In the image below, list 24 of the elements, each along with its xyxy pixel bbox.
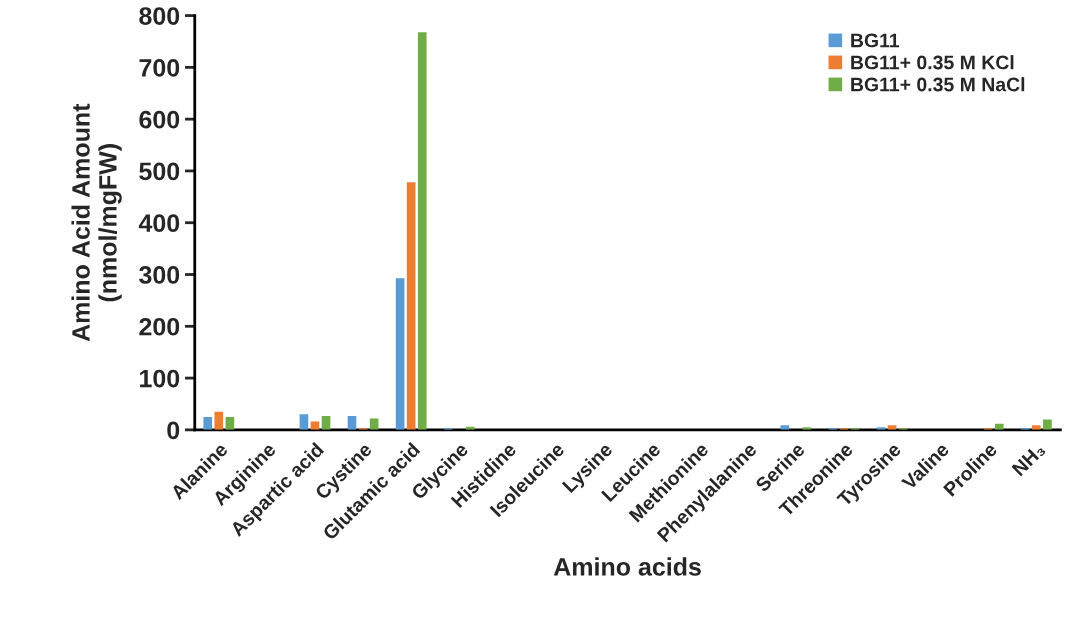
bar (1031, 425, 1041, 430)
x-tick-label: NH₃ (1011, 442, 1046, 477)
bar (406, 182, 416, 430)
bar (203, 416, 213, 430)
y-tick-label: 200 (139, 317, 180, 336)
y-tick-label: 700 (139, 58, 180, 77)
y-tick-label: 300 (139, 266, 180, 284)
legend-label: BG11+ 0.35 M NaCl (851, 77, 1025, 92)
bar (780, 425, 790, 430)
y-tick-label: 500 (139, 162, 180, 181)
bar (395, 278, 405, 430)
bar (214, 411, 224, 430)
y-tick-label: 0 (167, 421, 180, 440)
legend-label: BG11+ 0.35 M KCl (851, 55, 1014, 70)
y-tick-label: 800 (139, 7, 180, 25)
y-tick-label: 400 (138, 214, 180, 233)
y-tick-label: 600 (139, 110, 180, 129)
legend-label: BG11 (851, 33, 900, 48)
bar (299, 414, 309, 430)
y-tick-label: 100 (140, 369, 180, 388)
bar (417, 32, 427, 430)
x-axis-title: Amino acids (553, 557, 701, 576)
bar (1043, 419, 1052, 430)
y-axis-title: Amino Acid Amount (nmol/mgFW) (71, 103, 122, 342)
